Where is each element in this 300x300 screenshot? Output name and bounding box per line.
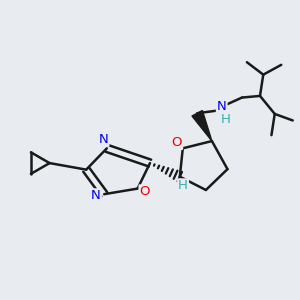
Text: N: N bbox=[99, 133, 108, 146]
Text: H: H bbox=[221, 112, 231, 126]
Text: N: N bbox=[91, 189, 101, 202]
Polygon shape bbox=[192, 110, 212, 141]
Text: O: O bbox=[172, 136, 182, 149]
Text: O: O bbox=[140, 185, 150, 198]
Text: H: H bbox=[178, 179, 188, 192]
Text: N: N bbox=[217, 100, 226, 113]
